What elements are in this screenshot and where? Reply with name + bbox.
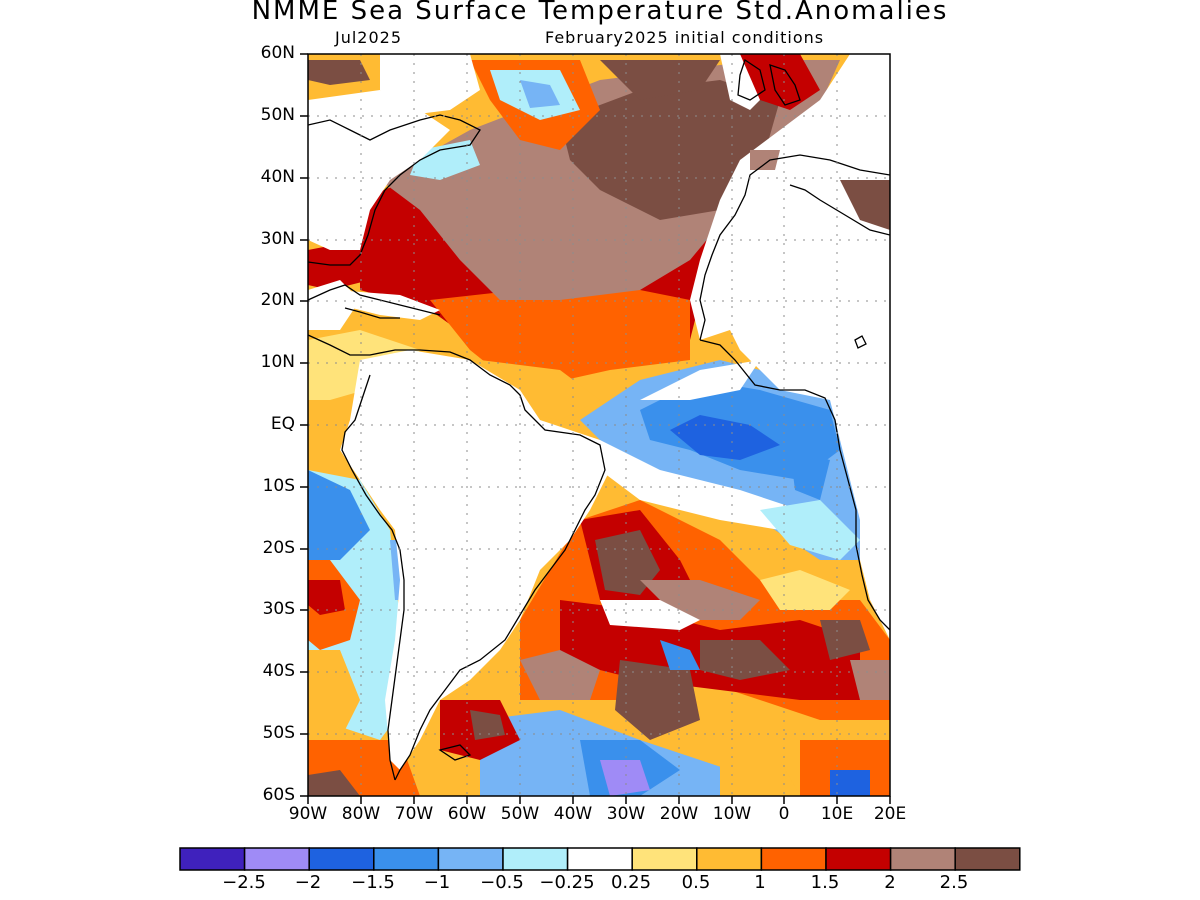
colorbar-swatch <box>437 847 504 871</box>
lat-label-50s: 50S <box>262 723 295 743</box>
lat-label-30n: 30N <box>260 229 295 249</box>
colorbar-label: 1.5 <box>810 872 840 893</box>
colorbar-label: 2 <box>884 872 896 893</box>
colorbar-label: −0.5 <box>480 872 524 893</box>
lon-label-20e: 20E <box>873 804 907 824</box>
colorbar-swatch <box>696 847 763 871</box>
colorbar-swatch <box>889 847 956 871</box>
colorbar-label: 0.5 <box>681 872 711 893</box>
colorbar-swatch <box>373 847 440 871</box>
lon-label-0: 0 <box>778 804 790 824</box>
lon-label-20w: 20W <box>659 804 699 824</box>
lat-label-eq: EQ <box>270 414 295 434</box>
colorbar-label: 2.5 <box>939 872 969 893</box>
colorbar-swatch <box>825 847 892 871</box>
lon-label-40w: 40W <box>553 804 593 824</box>
lon-label-50w: 50W <box>500 804 540 824</box>
colorbar <box>179 847 1021 871</box>
lat-label-40n: 40N <box>260 167 295 187</box>
colorbar-label: −2.5 <box>222 872 266 893</box>
lat-label-40s: 40S <box>262 661 295 681</box>
colorbar-label: −0.25 <box>539 872 595 893</box>
colorbar-swatch <box>243 847 310 871</box>
axis-ticks <box>300 53 891 804</box>
target-month-label: Jul2025 <box>335 28 403 47</box>
map-title: NMME Sea Surface Temperature Std.Anomali… <box>251 0 949 26</box>
colorbar-swatch <box>760 847 827 871</box>
colorbar-label: −1.5 <box>351 872 395 893</box>
initial-conditions-label: February2025 initial conditions <box>545 28 825 47</box>
colorbar-swatch <box>179 847 246 871</box>
lon-label-90w: 90W <box>288 804 328 824</box>
graticule <box>308 54 890 796</box>
lon-label-80w: 80W <box>341 804 381 824</box>
colorbar-swatch <box>631 847 698 871</box>
colorbar-label: 1 <box>754 872 766 893</box>
anomaly-field <box>308 54 890 796</box>
lat-label-20n: 20N <box>260 290 295 310</box>
lon-label-60w: 60W <box>447 804 487 824</box>
colorbar-label: −2 <box>294 872 322 893</box>
colorbar-swatch <box>954 847 1021 871</box>
lat-label-60n: 60N <box>260 43 295 63</box>
colorbar-swatch <box>502 847 569 871</box>
lon-label-70w: 70W <box>394 804 434 824</box>
lat-label-30s: 30S <box>262 599 295 619</box>
lon-label-30w: 30W <box>606 804 646 824</box>
lat-label-50n: 50N <box>260 105 295 125</box>
lon-label-10w: 10W <box>712 804 752 824</box>
colorbar-label: 0.25 <box>610 872 652 893</box>
colorbar-label: −1 <box>423 872 451 893</box>
lat-label-10n: 10N <box>260 352 295 372</box>
lat-label-20s: 20S <box>262 538 295 558</box>
lat-label-60s: 60S <box>262 785 295 805</box>
colorbar-swatch <box>566 847 633 871</box>
colorbar-swatch <box>308 847 375 871</box>
lat-label-10s: 10S <box>262 476 295 496</box>
lon-label-10e: 10E <box>820 804 854 824</box>
